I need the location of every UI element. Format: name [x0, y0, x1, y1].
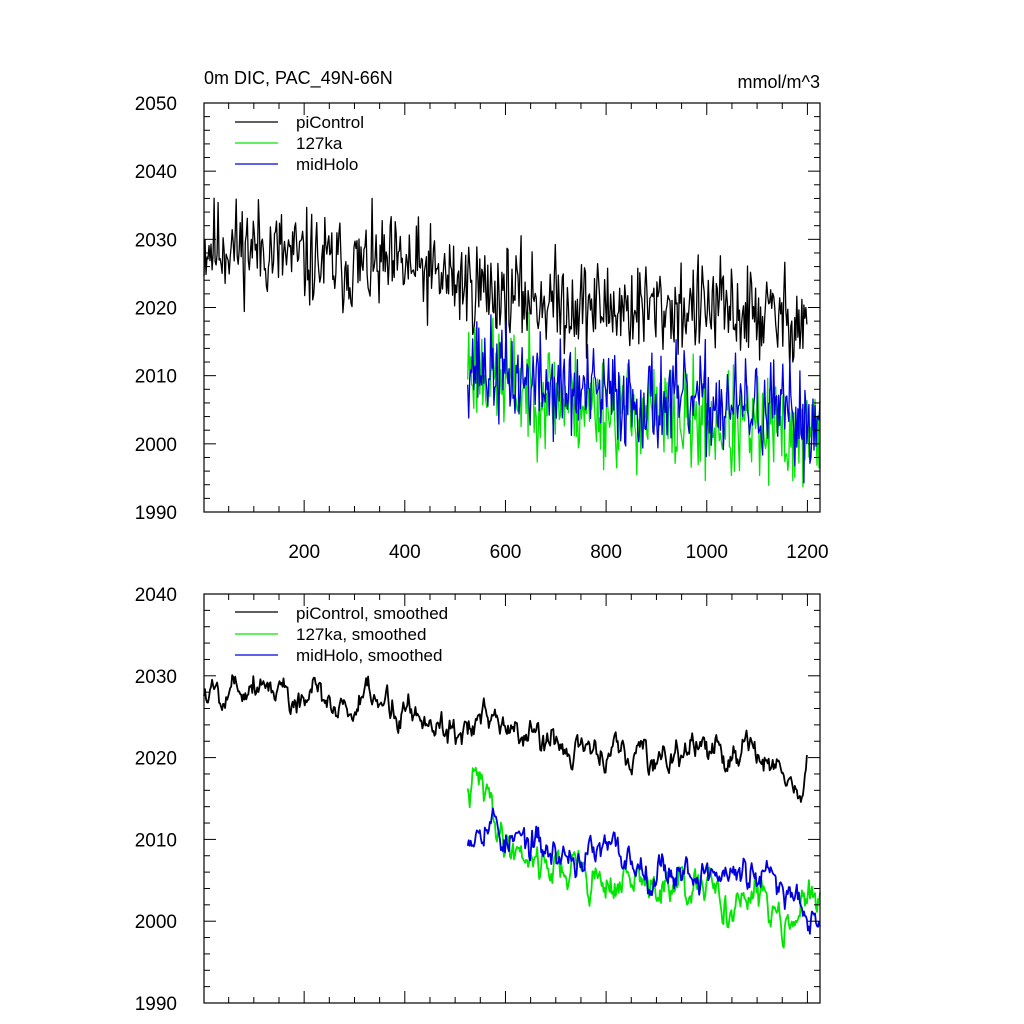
bottom-y-tick-labels: 1990 2000 2010 2020 2030 2040 — [135, 585, 177, 1015]
y-tick-label: 2030 — [135, 230, 177, 251]
legend-label-midholo: midHolo — [296, 155, 358, 174]
y-tick-label: 2010 — [135, 367, 177, 388]
y-tick-label: 2040 — [135, 162, 177, 183]
series-line-picontrol-smoothed — [203, 674, 808, 803]
legend-label-127ka-smoothed: 127ka, smoothed — [296, 625, 426, 644]
y-tick-label: 2000 — [135, 435, 177, 456]
x-tick-label: 1000 — [686, 542, 728, 563]
x-tick-label: 1200 — [786, 542, 828, 563]
top-legend: piControl 127ka midHolo — [235, 113, 364, 174]
bottom-legend: piControl, smoothed 127ka, smoothed midH… — [235, 604, 448, 665]
y-tick-label: 2050 — [135, 94, 177, 115]
top-panel-title: 0m DIC, PAC_49N-66N — [204, 68, 393, 89]
y-tick-label: 2030 — [135, 667, 177, 688]
x-tick-label: 600 — [490, 542, 522, 563]
legend-label-midholo-smoothed: midHolo, smoothed — [296, 646, 442, 665]
y-tick-label: 1990 — [135, 994, 177, 1015]
y-tick-label: 1990 — [135, 503, 177, 524]
y-tick-label: 2040 — [135, 585, 177, 606]
legend-label-picontrol-smoothed: piControl, smoothed — [296, 604, 448, 623]
legend-label-127ka: 127ka — [296, 134, 343, 153]
series-line-midholo-smoothed — [466, 807, 821, 935]
y-tick-label: 2020 — [135, 749, 177, 770]
x-tick-label: 200 — [288, 542, 320, 563]
y-tick-label: 2020 — [135, 299, 177, 320]
top-panel: 0m DIC, PAC_49N-66N mmol/m^3 1990 2000 2… — [135, 68, 829, 563]
series-line-midholo — [467, 314, 821, 484]
bottom-panel: 1990 2000 2010 2020 2030 2040 piControl,… — [135, 585, 821, 1015]
top-x-tick-labels: 200 400 600 800 1000 1200 — [288, 542, 828, 563]
top-ticks-layer — [204, 102, 820, 513]
y-tick-label: 2000 — [135, 912, 177, 933]
top-y-tick-labels: 1990 2000 2010 2020 2030 2040 2050 — [135, 94, 177, 524]
top-panel-units: mmol/m^3 — [738, 72, 820, 92]
bottom-ticks-layer — [204, 593, 820, 1004]
x-tick-label: 400 — [389, 542, 421, 563]
legend-label-picontrol: piControl — [296, 113, 364, 132]
x-tick-label: 800 — [590, 542, 622, 563]
series-line-127ka-smoothed — [466, 766, 821, 949]
bottom-plot-frame — [203, 593, 821, 1004]
bottom-series-layer — [203, 674, 821, 949]
y-tick-label: 2010 — [135, 830, 177, 851]
top-series-layer — [203, 197, 821, 488]
